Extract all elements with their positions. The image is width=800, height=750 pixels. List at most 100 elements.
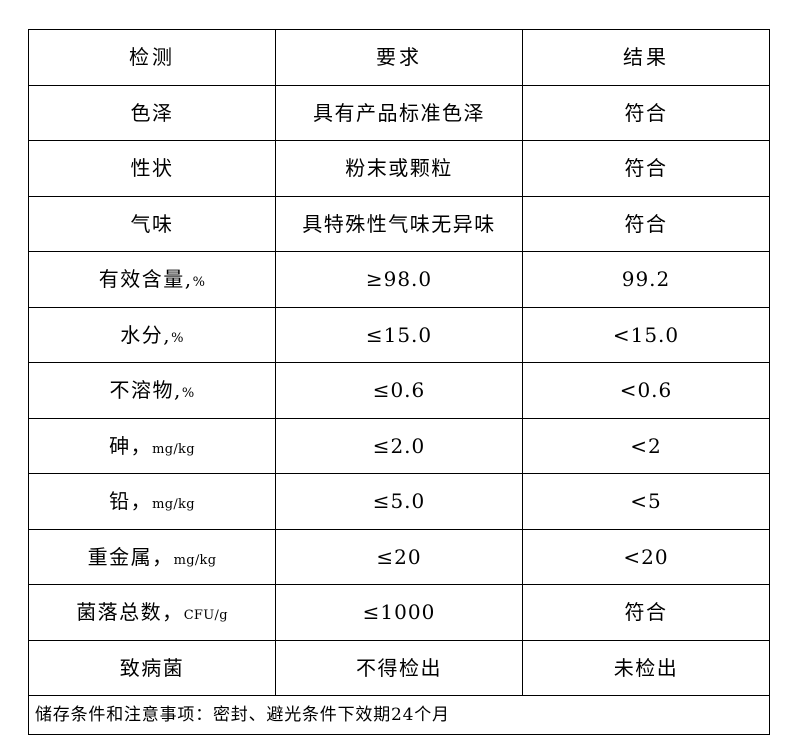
item-label-group: 菌落总数， CFU/g	[29, 601, 275, 623]
result-value: <2	[630, 433, 662, 458]
item-name: 砷，	[109, 433, 153, 458]
table-row: 水分,% ≤15.0 <15.0	[28, 306, 770, 363]
item-label-group: 水分,%	[29, 324, 275, 346]
cell-item: 不溶物,%	[28, 362, 276, 419]
result-value: 99.2	[621, 267, 671, 292]
result-value: 符合	[624, 600, 668, 625]
cell-item: 菌落总数， CFU/g	[28, 584, 276, 641]
item-name: 铅，	[109, 489, 153, 514]
cell-requirement: ≤15.0	[275, 306, 523, 363]
table-row: 气味 具特殊性气味无异味 符合	[28, 195, 770, 252]
item-name: 重金属，	[87, 544, 174, 569]
item-label-group: 致病菌	[29, 657, 275, 679]
item-label-group: 有效含量,%	[29, 268, 275, 290]
cell-item: 砷， mg/kg	[28, 417, 276, 474]
item-unit: mg/kg	[173, 552, 217, 568]
column-header-label: 要求	[376, 45, 422, 70]
cell-result: <2	[522, 417, 770, 474]
cell-result: 符合	[522, 84, 770, 141]
cell-requirement: 不得检出	[275, 639, 523, 696]
item-label-group: 性状	[29, 157, 275, 179]
cell-item: 水分,%	[28, 306, 276, 363]
table-header-row: 检测 要求 结果	[28, 29, 770, 86]
result-value: <15.0	[612, 322, 680, 347]
item-label-group: 气味	[29, 213, 275, 235]
cell-requirement: ≤1000	[275, 584, 523, 641]
requirement-value: ≥98.0	[365, 267, 433, 292]
item-unit: mg/kg	[152, 497, 195, 513]
result-value: 符合	[624, 100, 668, 125]
requirement-value: ≤15.0	[365, 322, 433, 347]
table-row: 色泽 具有产品标准色泽 符合	[28, 84, 770, 141]
result-value: 未检出	[613, 655, 679, 680]
column-header-label: 检测	[129, 45, 175, 70]
cell-result: <15.0	[522, 306, 770, 363]
item-name: 有效含量,	[98, 267, 193, 292]
item-label-group: 铅， mg/kg	[29, 490, 275, 512]
requirement-value: ≤1000	[362, 600, 436, 625]
result-value: 符合	[624, 211, 668, 236]
cell-requirement: ≤20	[275, 528, 523, 585]
cell-requirement: 具有产品标准色泽	[275, 84, 523, 141]
cell-storage-note: 储存条件和注意事项：密封、避光条件下效期24个月	[28, 695, 770, 735]
cell-result: 符合	[522, 140, 770, 197]
requirement-value: 具有产品标准色泽	[313, 100, 485, 125]
product-specification-table: 检测 要求 结果 色泽 具有产品标准色泽 符合 性状 粉末或颗粒 符合 气味 具特殊性气味无异味 符合…	[28, 29, 770, 735]
cell-result: <20	[522, 528, 770, 585]
table-row: 致病菌 不得检出 未检出	[28, 639, 770, 696]
item-unit: mg/kg	[152, 441, 195, 457]
column-header-result: 结果	[522, 29, 770, 86]
item-name: 色泽	[130, 100, 174, 125]
cell-requirement: ≥98.0	[275, 251, 523, 308]
item-name: 不溶物,	[109, 378, 182, 403]
item-name: 性状	[130, 156, 174, 181]
item-unit: %	[171, 330, 184, 346]
table-row: 有效含量,% ≥98.0 99.2	[28, 251, 770, 308]
item-name: 水分,	[120, 322, 172, 347]
cell-item: 气味	[28, 195, 276, 252]
result-value: <5	[630, 489, 662, 514]
requirement-value: 粉末或颗粒	[345, 156, 453, 181]
table-row: 重金属， mg/kg ≤20 <20	[28, 528, 770, 585]
cell-item: 致病菌	[28, 639, 276, 696]
table-row: 砷， mg/kg ≤2.0 <2	[28, 417, 770, 474]
requirement-value: ≤2.0	[372, 433, 426, 458]
cell-requirement: ≤0.6	[275, 362, 523, 419]
table-footer-row: 储存条件和注意事项：密封、避光条件下效期24个月	[28, 695, 770, 735]
column-header-requirement: 要求	[275, 29, 523, 86]
item-unit: %	[192, 275, 206, 291]
cell-requirement: 粉末或颗粒	[275, 140, 523, 197]
table-body: 检测 要求 结果 色泽 具有产品标准色泽 符合 性状 粉末或颗粒 符合 气味 具特殊性气味无异味 符合…	[28, 29, 770, 735]
cell-item: 性状	[28, 140, 276, 197]
cell-result: 未检出	[522, 639, 770, 696]
item-name: 致病菌	[119, 655, 185, 680]
result-value: <0.6	[619, 378, 673, 403]
item-label-group: 色泽	[29, 102, 275, 124]
cell-result: 99.2	[522, 251, 770, 308]
cell-requirement: ≤5.0	[275, 473, 523, 530]
cell-result: 符合	[522, 584, 770, 641]
requirement-value: ≤20	[376, 544, 422, 569]
item-name: 菌落总数，	[76, 600, 184, 625]
table-row: 铅， mg/kg ≤5.0 <5	[28, 473, 770, 530]
item-unit: %	[181, 386, 195, 402]
cell-result: 符合	[522, 195, 770, 252]
cell-item: 色泽	[28, 84, 276, 141]
table-row: 菌落总数， CFU/g ≤1000 符合	[28, 584, 770, 641]
column-header-item: 检测	[28, 29, 276, 86]
cell-item: 有效含量,%	[28, 251, 276, 308]
cell-item: 重金属， mg/kg	[28, 528, 276, 585]
item-unit: CFU/g	[183, 608, 228, 624]
item-label-group: 重金属， mg/kg	[29, 546, 275, 568]
cell-requirement: ≤2.0	[275, 417, 523, 474]
requirement-value: ≤0.6	[372, 378, 426, 403]
table-row: 不溶物,% ≤0.6 <0.6	[28, 362, 770, 419]
table-row: 性状 粉末或颗粒 符合	[28, 140, 770, 197]
requirement-value: ≤5.0	[372, 489, 426, 514]
requirement-value: 具特殊性气味无异味	[302, 211, 496, 236]
storage-note-text: 储存条件和注意事项：密封、避光条件下效期24个月	[35, 704, 450, 725]
cell-item: 铅， mg/kg	[28, 473, 276, 530]
requirement-value: 不得检出	[356, 655, 442, 680]
result-value: 符合	[624, 156, 668, 181]
